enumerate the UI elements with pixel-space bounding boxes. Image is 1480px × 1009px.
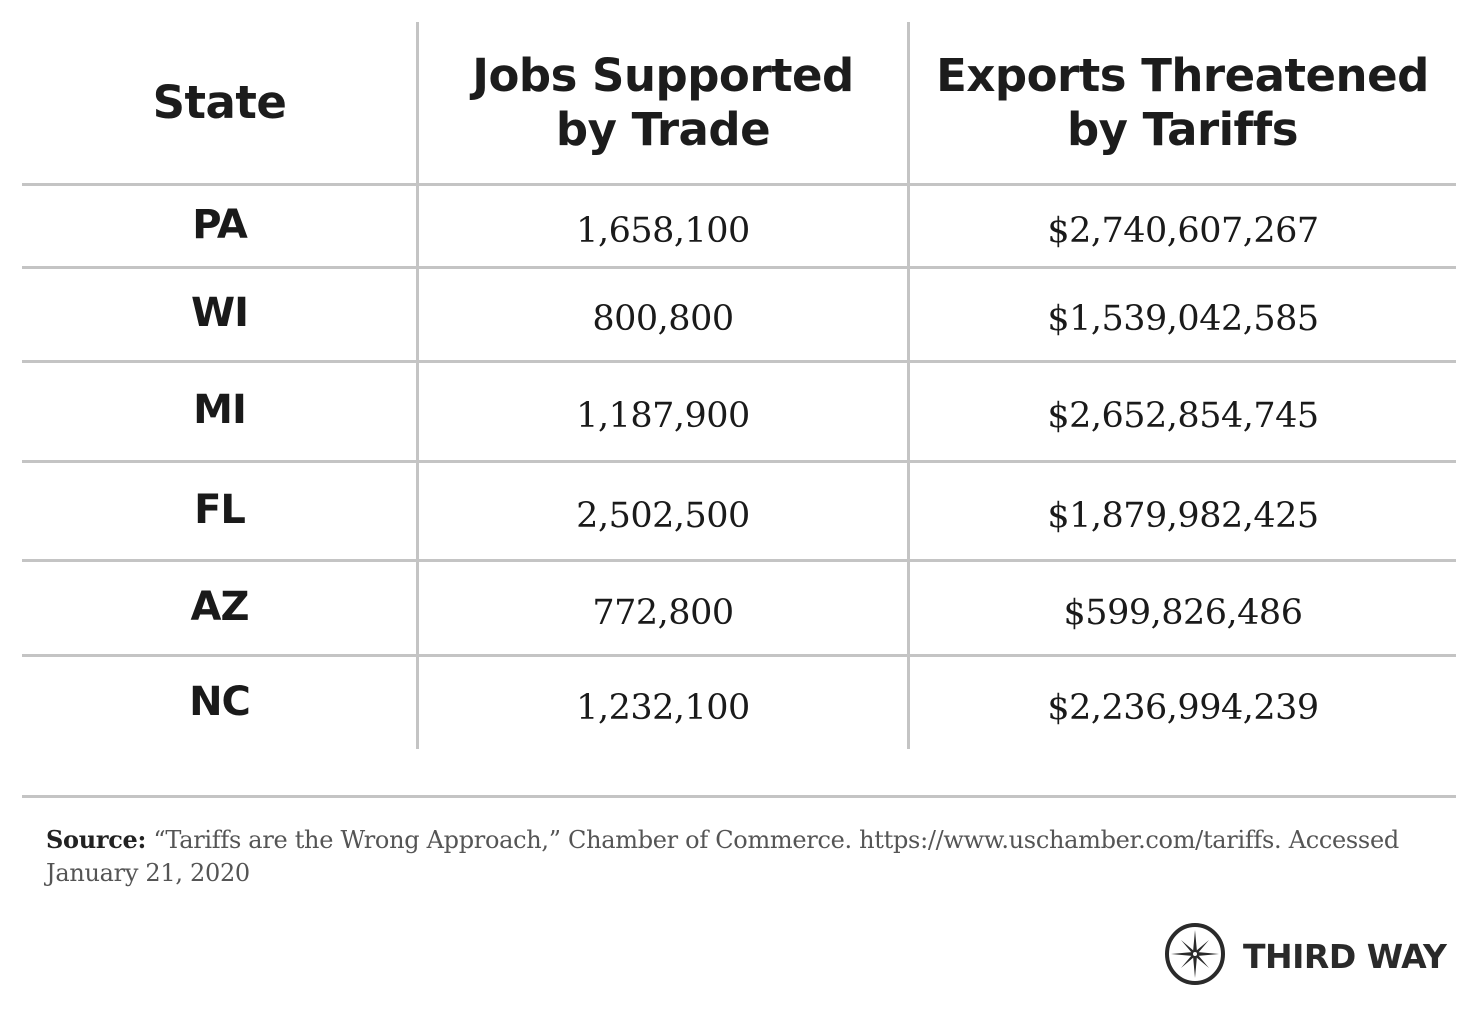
cell-state: PA bbox=[192, 202, 248, 248]
row-divider bbox=[22, 559, 1456, 562]
column-divider bbox=[907, 22, 910, 749]
cell-jobs: 2,502,500 bbox=[576, 496, 750, 536]
cell-exports: $2,740,607,267 bbox=[1047, 211, 1319, 251]
row-divider bbox=[22, 460, 1456, 463]
source-label: Source: bbox=[46, 825, 147, 854]
column-divider bbox=[416, 22, 419, 749]
cell-state: AZ bbox=[190, 584, 250, 630]
source-note: Source: “Tariffs are the Wrong Approach,… bbox=[46, 823, 1446, 890]
column-header-jobs: Jobs Supported by Trade bbox=[418, 22, 908, 184]
column-header-exports: Exports Threatened by Tariffs bbox=[909, 22, 1456, 184]
source-text: “Tariffs are the Wrong Approach,” Chambe… bbox=[46, 826, 1399, 887]
cell-jobs: 1,187,900 bbox=[576, 396, 750, 436]
footer-divider bbox=[22, 795, 1456, 798]
cell-jobs: 1,232,100 bbox=[576, 688, 750, 728]
cell-exports: $2,236,994,239 bbox=[1047, 688, 1319, 728]
header-line-1: Exports Threatened bbox=[936, 49, 1429, 102]
logo-text: THIRD WAY bbox=[1243, 936, 1447, 976]
cell-state: FL bbox=[194, 487, 246, 533]
cell-jobs: 800,800 bbox=[592, 299, 734, 339]
header-line-2: by Trade bbox=[555, 103, 771, 156]
cell-exports: $1,539,042,585 bbox=[1047, 299, 1319, 339]
cell-jobs: 1,658,100 bbox=[576, 211, 750, 251]
compass-star-icon bbox=[1163, 922, 1227, 990]
header-line-1: Jobs Supported bbox=[472, 49, 854, 102]
header-text: State bbox=[152, 76, 287, 129]
row-divider bbox=[22, 360, 1456, 363]
header-line-2: by Tariffs bbox=[1066, 103, 1299, 156]
cell-state: WI bbox=[190, 290, 249, 336]
cell-exports: $1,879,982,425 bbox=[1047, 496, 1319, 536]
column-header-state: State bbox=[22, 22, 417, 184]
cell-exports: $2,652,854,745 bbox=[1047, 396, 1319, 436]
cell-state: NC bbox=[189, 679, 251, 725]
header-divider bbox=[22, 183, 1456, 186]
cell-state: MI bbox=[193, 387, 247, 433]
row-divider bbox=[22, 266, 1456, 269]
third-way-logo: THIRD WAY bbox=[1163, 922, 1447, 990]
row-divider bbox=[22, 654, 1456, 657]
cell-jobs: 772,800 bbox=[592, 593, 734, 633]
cell-exports: $599,826,486 bbox=[1063, 593, 1303, 633]
